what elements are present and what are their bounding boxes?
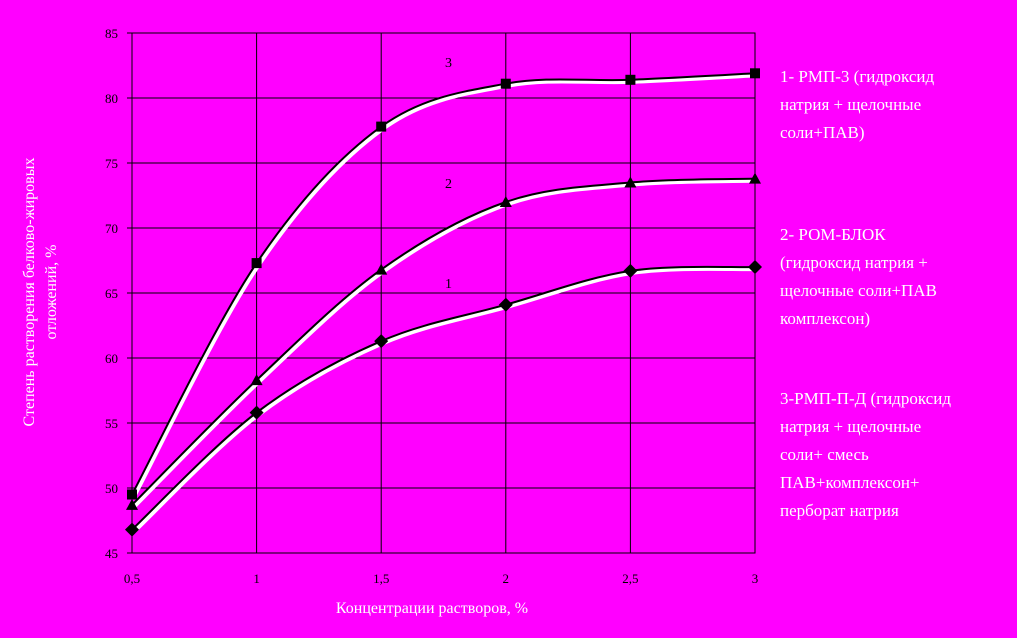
- legend-note: 3-РМП-П-Д (гидроксид: [780, 389, 951, 408]
- marker: [499, 196, 512, 207]
- marker: [250, 374, 263, 386]
- marker: [251, 258, 262, 269]
- marker: [624, 176, 637, 188]
- marker: [374, 334, 389, 349]
- plot-frame: [131, 32, 756, 554]
- series-label: 1: [445, 277, 452, 292]
- legend-note: ПАВ+комплексон+: [780, 473, 920, 492]
- y-tick-label: 85: [105, 26, 118, 41]
- y-tick-label: 80: [105, 91, 118, 106]
- x-tick-label: 1: [253, 571, 260, 586]
- y-tick-label: 70: [105, 221, 118, 236]
- line: [131, 72, 756, 495]
- x-tick-label: 3: [752, 571, 759, 586]
- y-axis-title: Степень растворения белково-жировых: [21, 158, 38, 427]
- y-axis-title: отложений, %: [43, 245, 60, 340]
- legend-note: натрия + щелочные: [780, 417, 921, 436]
- y-tick-label: 65: [105, 286, 118, 301]
- legend-note: соли+ смесь: [780, 445, 869, 464]
- marker: [748, 260, 762, 274]
- y-tick-label: 60: [105, 351, 118, 366]
- marker: [125, 522, 139, 537]
- y-tick-label: 75: [105, 156, 118, 171]
- legend-note: перборат натрия: [780, 501, 899, 520]
- y-tick-label: 55: [105, 416, 118, 431]
- legend-note: соли+ПАВ): [780, 123, 865, 142]
- y-tick-label: 50: [105, 481, 118, 496]
- marker: [126, 498, 138, 510]
- series-label: 3: [445, 56, 452, 71]
- legend-note: 1- РМП-3 (гидроксид: [780, 67, 935, 86]
- line: [131, 177, 756, 506]
- x-axis-title: Концентрации растворов, %: [336, 600, 528, 617]
- marker: [127, 489, 137, 500]
- marker: [500, 78, 511, 89]
- marker: [625, 74, 636, 85]
- marker: [750, 68, 760, 79]
- marker: [498, 297, 513, 312]
- line-highlight: [132, 178, 758, 509]
- marker: [375, 263, 388, 275]
- legend-note: комплексон): [780, 309, 870, 328]
- marker: [749, 172, 761, 184]
- legend-note: натрия + щелочные: [780, 95, 921, 114]
- line: [131, 265, 756, 531]
- line-highlight: [132, 266, 758, 534]
- legend-note: (гидроксид натрия +: [780, 253, 928, 272]
- legend-note: щелочные соли+ПАВ: [780, 281, 937, 300]
- x-tick-label: 2,5: [622, 571, 638, 586]
- x-tick-label: 0,5: [124, 571, 140, 586]
- marker: [376, 121, 387, 132]
- marker: [249, 405, 264, 420]
- x-tick-label: 2: [503, 571, 510, 586]
- series-label: 2: [445, 177, 452, 192]
- x-tick-label: 1,5: [373, 571, 389, 586]
- y-tick-label: 45: [105, 546, 118, 561]
- marker: [623, 263, 638, 278]
- legend-note: 2- РОМ-БЛОК: [780, 225, 886, 244]
